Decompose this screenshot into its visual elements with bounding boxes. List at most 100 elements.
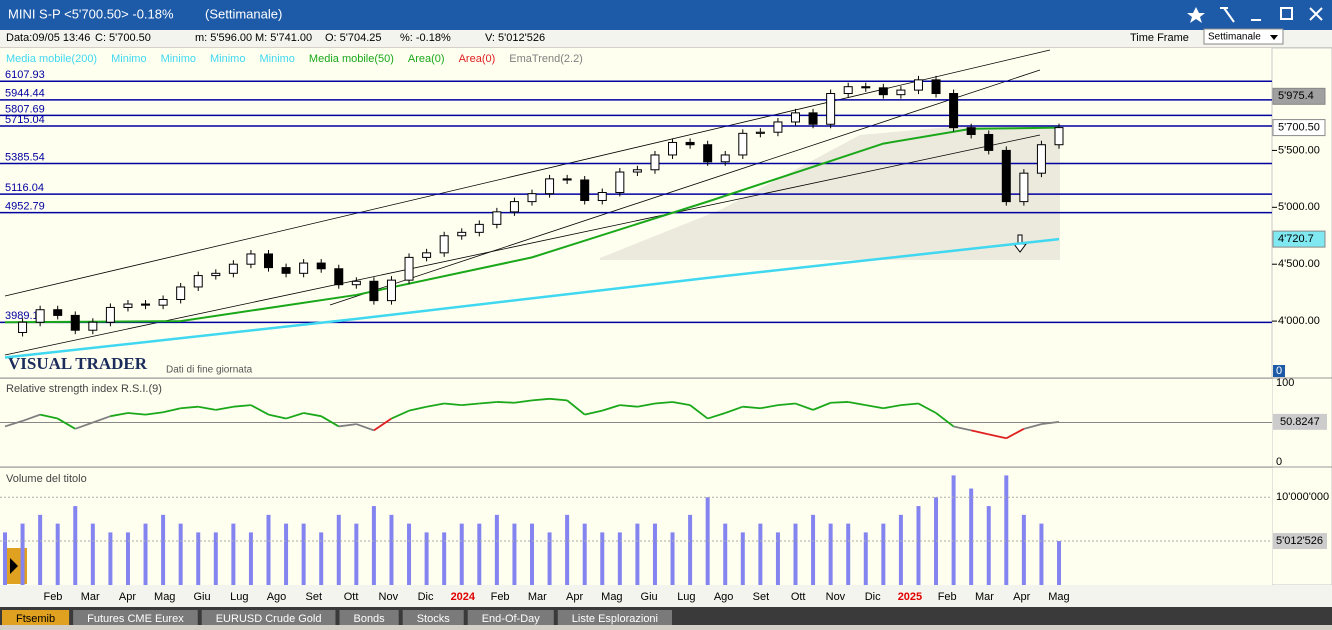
candle bbox=[105, 306, 115, 323]
volume-tick-label: 10'000'000 bbox=[1276, 491, 1329, 503]
legend-entry: Media mobile(50) bbox=[309, 53, 394, 65]
rsi-segment bbox=[180, 405, 199, 410]
rsi-marker bbox=[1273, 413, 1327, 430]
rsi-segment bbox=[1005, 428, 1025, 440]
tab[interactable]: EURUSD Crude Gold bbox=[201, 610, 336, 625]
timeframe-select[interactable] bbox=[1203, 28, 1284, 45]
tab[interactable]: Futures CME Eurex bbox=[73, 610, 198, 625]
volume-bar bbox=[1039, 523, 1044, 585]
legend-entry: Area(0) bbox=[459, 53, 496, 65]
level-label: 4952.79 bbox=[5, 201, 45, 213]
tab-bg bbox=[201, 610, 336, 625]
rsi-segment bbox=[689, 404, 709, 420]
candle bbox=[246, 253, 256, 265]
candle bbox=[457, 231, 467, 237]
tab-label: Liste Esplorazioni bbox=[572, 613, 658, 625]
rsi-segment bbox=[461, 402, 480, 407]
info-item: O: 5'704.25 bbox=[325, 32, 382, 44]
favorite-button[interactable] bbox=[1187, 7, 1205, 23]
rsi-segment bbox=[198, 405, 216, 411]
volume-bar bbox=[196, 532, 201, 585]
volume-bar bbox=[547, 532, 552, 585]
volume-bar bbox=[617, 532, 622, 585]
tools-button[interactable] bbox=[1220, 7, 1235, 23]
volume-bar bbox=[213, 532, 218, 585]
y-tick-label: 5'500.00 bbox=[1278, 144, 1320, 156]
volume-bar bbox=[600, 532, 605, 585]
x-tick-label: Mag bbox=[154, 591, 175, 603]
maximize-button[interactable] bbox=[1280, 7, 1293, 20]
rsi-segment bbox=[285, 412, 304, 420]
volume-bar bbox=[319, 532, 324, 585]
candle bbox=[966, 127, 976, 135]
tab[interactable]: End-Of-Day bbox=[467, 610, 554, 625]
rsi-segment bbox=[531, 397, 550, 402]
volume-bar bbox=[846, 523, 851, 585]
candle bbox=[931, 79, 941, 95]
volume-bar bbox=[354, 523, 359, 585]
rsi-marker-label: 50.8247 bbox=[1280, 416, 1320, 428]
tab[interactable]: Bonds bbox=[339, 610, 399, 625]
candle bbox=[773, 121, 783, 133]
info-item: C: 5'700.50 bbox=[95, 32, 151, 44]
rsi-segment bbox=[584, 409, 603, 416]
candle bbox=[949, 93, 959, 129]
volume-bar bbox=[161, 514, 166, 585]
legend-entry: Minimo bbox=[210, 53, 245, 65]
rsi-segment bbox=[444, 402, 462, 407]
rsi-segment bbox=[162, 407, 181, 414]
x-tick-label: Set bbox=[306, 591, 323, 603]
price-marker bbox=[1272, 119, 1326, 137]
close-button[interactable] bbox=[1309, 7, 1323, 21]
tab-label: Stocks bbox=[417, 613, 451, 625]
rsi-segment bbox=[426, 402, 445, 408]
candle bbox=[650, 154, 660, 171]
right-axis bbox=[1271, 47, 1332, 586]
candle bbox=[369, 280, 379, 302]
volume-bar bbox=[494, 514, 499, 585]
rsi-segment bbox=[900, 402, 919, 407]
rsi-segment bbox=[935, 412, 955, 428]
rsi-segment bbox=[918, 402, 937, 414]
tab[interactable]: Liste Esplorazioni bbox=[557, 610, 672, 625]
candle bbox=[386, 279, 396, 302]
rsi-segment bbox=[865, 404, 884, 410]
volume-bar bbox=[793, 523, 798, 585]
volume-bar bbox=[652, 523, 657, 585]
zero-label: 0 bbox=[1276, 365, 1282, 377]
rsi-segment bbox=[496, 401, 515, 404]
x-tick-label: Set bbox=[753, 591, 770, 603]
tab[interactable]: Ftsemib bbox=[2, 610, 70, 625]
x-tick-label: Ott bbox=[344, 591, 359, 603]
price-marker-label: 4'720.7 bbox=[1278, 233, 1314, 245]
dropdown-arrow bbox=[1270, 35, 1278, 40]
volume-bar bbox=[863, 532, 868, 585]
timeframe-label: Time Frame bbox=[1130, 32, 1189, 44]
volume-bar bbox=[582, 523, 587, 585]
y-tick-label: 5'000.00 bbox=[1278, 201, 1320, 213]
candle bbox=[509, 201, 519, 213]
x-tick-label: Mar bbox=[81, 591, 100, 603]
tab-bg bbox=[467, 610, 554, 625]
volume-bar bbox=[143, 523, 148, 585]
candle bbox=[474, 223, 484, 233]
tab-label: EURUSD Crude Gold bbox=[216, 613, 322, 625]
volume-bar bbox=[38, 514, 43, 585]
candle bbox=[913, 79, 923, 91]
rsi-segment bbox=[724, 405, 744, 414]
volume-bar bbox=[740, 532, 745, 585]
rsi-segment bbox=[619, 404, 638, 408]
tab[interactable]: Stocks bbox=[402, 610, 464, 625]
candle bbox=[211, 272, 221, 277]
volume-bar bbox=[969, 488, 974, 585]
volume-bar bbox=[951, 475, 956, 585]
rsi-segment bbox=[127, 412, 146, 416]
x-tick-label: Apr bbox=[119, 591, 136, 603]
volume-bar bbox=[442, 532, 447, 585]
rsi-segment bbox=[391, 409, 410, 420]
rsi-segment bbox=[654, 401, 673, 405]
title-bar bbox=[0, 0, 1332, 30]
tab-bg bbox=[73, 610, 198, 625]
candle bbox=[70, 314, 80, 331]
